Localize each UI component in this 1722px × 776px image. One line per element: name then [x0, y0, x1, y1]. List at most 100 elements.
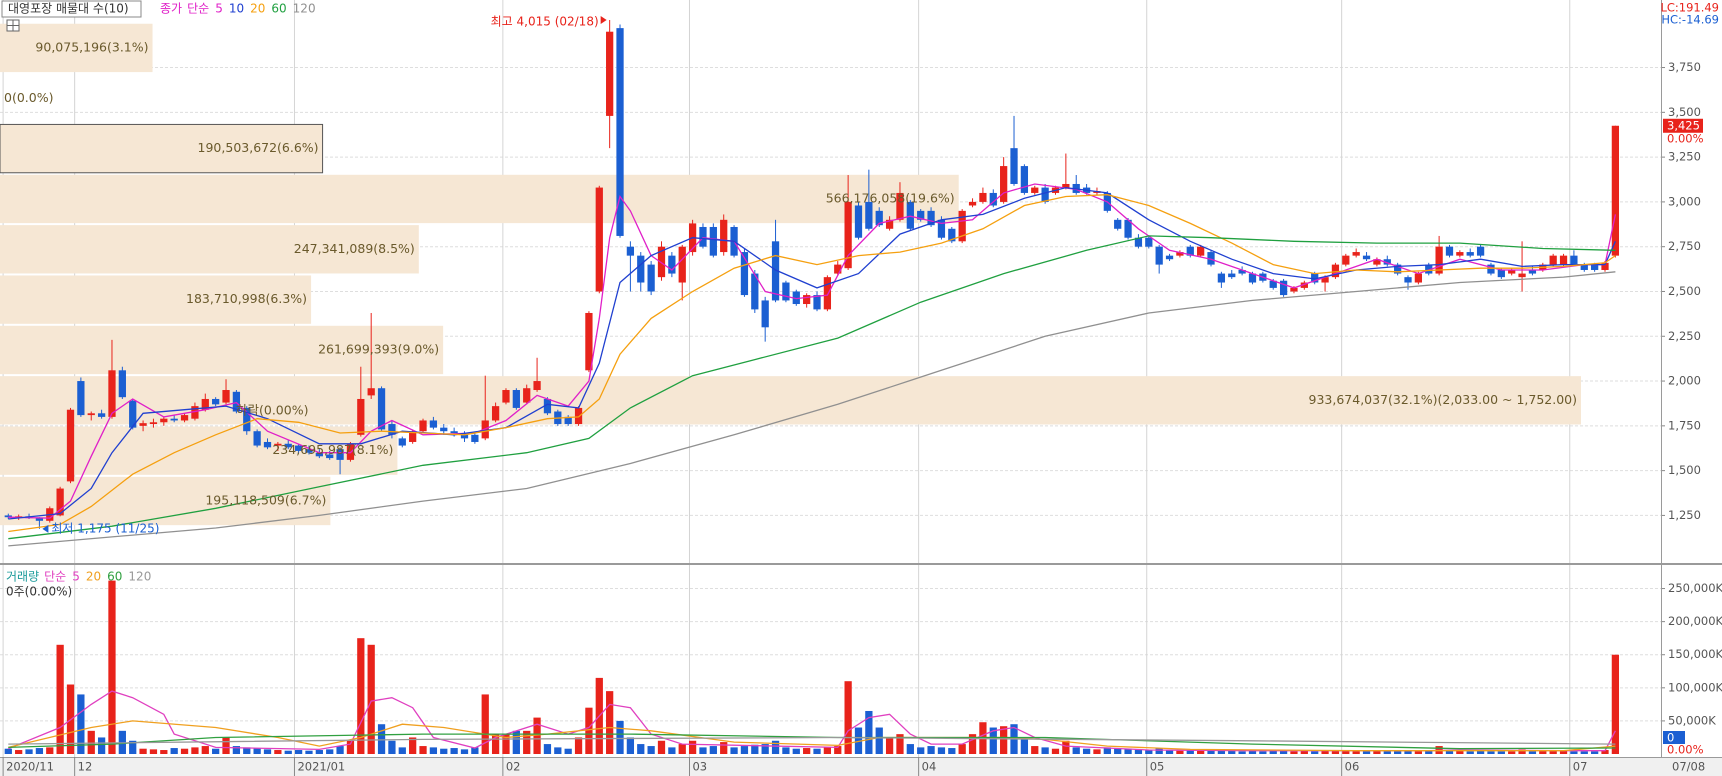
- candle-body: [595, 187, 603, 292]
- volume-bar: [1000, 726, 1008, 754]
- candle-body: [1228, 273, 1236, 278]
- volume-profile-band: [0, 123, 324, 174]
- volume-bar: [585, 707, 593, 754]
- candle-body: [740, 252, 749, 296]
- volume-bar: [865, 710, 873, 754]
- candle-body: [792, 291, 800, 305]
- volume-bar: [1559, 750, 1568, 754]
- y-tick-label: 1,250: [1668, 508, 1701, 522]
- volume-bar: [253, 748, 261, 754]
- candle-body: [149, 422, 158, 425]
- volume-bar: [1549, 750, 1557, 754]
- volume-bar: [1145, 750, 1153, 754]
- legend-entry: 5: [72, 570, 80, 584]
- candle-body: [574, 407, 583, 425]
- y-tick-label: 2,000: [1668, 374, 1701, 388]
- volume-bar: [222, 737, 230, 754]
- volume-bar: [771, 740, 780, 754]
- moving-average-line: [8, 736, 1616, 745]
- candle-body: [989, 192, 997, 206]
- volume-bar: [502, 734, 510, 754]
- volume-bar: [564, 748, 572, 754]
- volume-bar: [56, 644, 64, 754]
- candle-body: [761, 300, 769, 328]
- volume-bar: [1290, 751, 1298, 754]
- volume-bar: [1093, 749, 1101, 754]
- volume-bar: [1476, 750, 1485, 754]
- volume-bar: [647, 746, 655, 754]
- candle-body: [771, 241, 780, 301]
- candle-body: [326, 454, 334, 459]
- volume-bar: [958, 744, 966, 754]
- y-tick-label: 2,750: [1668, 239, 1701, 253]
- legend-entry: 5: [215, 2, 223, 16]
- volume-bar: [315, 750, 323, 754]
- low-label: 최저 1,175 (11/25): [51, 521, 159, 535]
- candle-body: [606, 31, 614, 116]
- volume-bar: [1072, 747, 1080, 754]
- moving-average-line: [8, 720, 1616, 752]
- y-tick-label: 2,250: [1668, 329, 1701, 343]
- volume-profile-label: 90,075,196(3.1%): [35, 39, 148, 54]
- candle-body: [502, 390, 510, 403]
- candle-body: [1549, 255, 1557, 265]
- candle-body: [1445, 246, 1454, 256]
- x-tick-label: 03: [692, 760, 707, 774]
- candle-body: [1476, 246, 1485, 256]
- volume-bar: [782, 747, 790, 754]
- moving-average-line: [8, 235, 1616, 540]
- volume-bar: [875, 727, 883, 754]
- volume-bar: [1041, 747, 1049, 754]
- candle-body: [357, 398, 365, 435]
- volume-bar: [398, 747, 406, 754]
- candle-body: [1124, 219, 1132, 238]
- candle-body: [1321, 277, 1329, 283]
- candle-body: [1352, 252, 1360, 256]
- x-tick-label: 2020/11: [6, 760, 54, 774]
- volume-profile-band: [0, 225, 419, 274]
- candle-body: [1487, 264, 1495, 274]
- y-tick-label: 250,000K: [1668, 581, 1722, 595]
- volume-bar: [212, 748, 220, 754]
- candle-body: [336, 449, 344, 460]
- candle-body: [844, 201, 852, 269]
- candle-body: [782, 282, 790, 301]
- volume-bar: [274, 750, 282, 754]
- legend-entry: 120: [293, 2, 316, 16]
- candle-body: [108, 370, 116, 417]
- volume-bar: [523, 730, 531, 754]
- volume-bar: [243, 747, 251, 754]
- candle-body: [637, 255, 645, 283]
- x-tick-label: 12: [78, 760, 93, 774]
- volume-bar: [1321, 750, 1329, 754]
- volume-bar: [1373, 750, 1381, 754]
- candle-body: [1518, 273, 1526, 278]
- candle-body: [1456, 252, 1464, 256]
- candle-body: [1342, 255, 1350, 265]
- candle-body: [1290, 287, 1298, 292]
- volume-bar: [87, 730, 95, 754]
- candle-body: [1207, 252, 1215, 265]
- candle-body: [1041, 187, 1049, 202]
- volume-bar: [1082, 748, 1091, 754]
- candle-body: [450, 431, 458, 434]
- volume-bar: [263, 749, 272, 754]
- low-arrow: [42, 524, 49, 533]
- candle-body: [1145, 237, 1153, 247]
- candle-body: [1248, 273, 1257, 283]
- volume-bar: [1062, 740, 1070, 754]
- candle-body: [77, 381, 85, 416]
- candle-body: [284, 443, 292, 448]
- candle-body: [1497, 269, 1505, 278]
- volume-bar: [533, 717, 541, 754]
- volume-bar: [1404, 750, 1412, 754]
- volume-bar: [180, 748, 189, 754]
- candle-body: [823, 277, 832, 310]
- volume-profile-band: [0, 174, 959, 224]
- volume-bar: [108, 580, 116, 754]
- volume-bar: [160, 750, 168, 754]
- candle-body: [1062, 183, 1070, 188]
- candle-body: [834, 264, 842, 274]
- candle-body: [1031, 187, 1039, 193]
